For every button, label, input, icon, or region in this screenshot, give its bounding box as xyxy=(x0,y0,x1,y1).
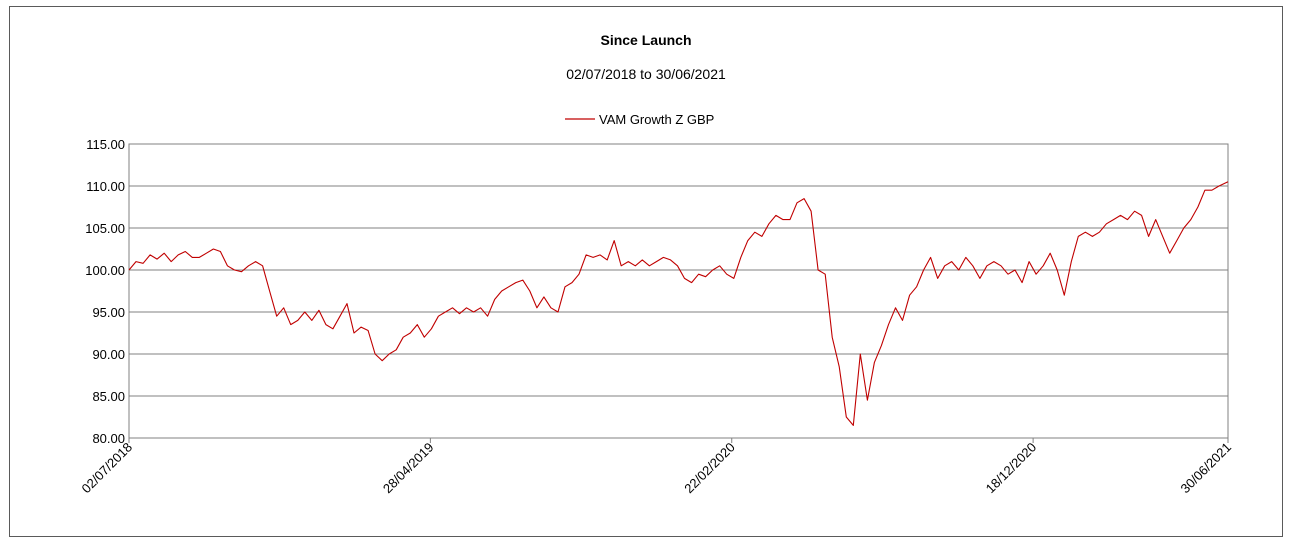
legend-label: VAM Growth Z GBP xyxy=(599,112,714,127)
x-tick-label: 18/12/2020 xyxy=(983,440,1040,497)
x-tick-label: 28/04/2019 xyxy=(380,440,437,497)
y-tick-label: 80.00 xyxy=(92,431,125,446)
plot-area: 80.00 85.00 90.00 95.00 100.00 105.00 110.00 11… xyxy=(78,137,1234,496)
x-tick-label: 30/06/2021 xyxy=(1177,440,1234,497)
y-tick-label: 90.00 xyxy=(92,347,125,362)
y-tick-label: 95.00 xyxy=(92,305,125,320)
chart-title: Since Launch xyxy=(600,32,691,48)
series-line xyxy=(128,181,1229,426)
y-tick-label: 115.00 xyxy=(86,137,125,152)
y-tick-label: 105.00 xyxy=(85,221,125,236)
y-tick-label: 85.00 xyxy=(92,389,125,404)
line-chart: Since Launch 02/07/2018 to 30/06/2021 VA… xyxy=(78,32,1234,496)
chart-frame: Since Launch 02/07/2018 to 30/06/2021 VA… xyxy=(9,6,1283,537)
y-tick-label: 100.00 xyxy=(85,263,125,278)
x-tick-label: 22/02/2020 xyxy=(681,440,738,497)
plot-border xyxy=(128,143,1229,439)
chart-subtitle: 02/07/2018 to 30/06/2021 xyxy=(566,66,726,82)
legend: VAM Growth Z GBP xyxy=(565,112,714,127)
x-tick-label: 02/07/2018 xyxy=(78,440,135,497)
y-tick-label: 110.00 xyxy=(86,179,125,194)
